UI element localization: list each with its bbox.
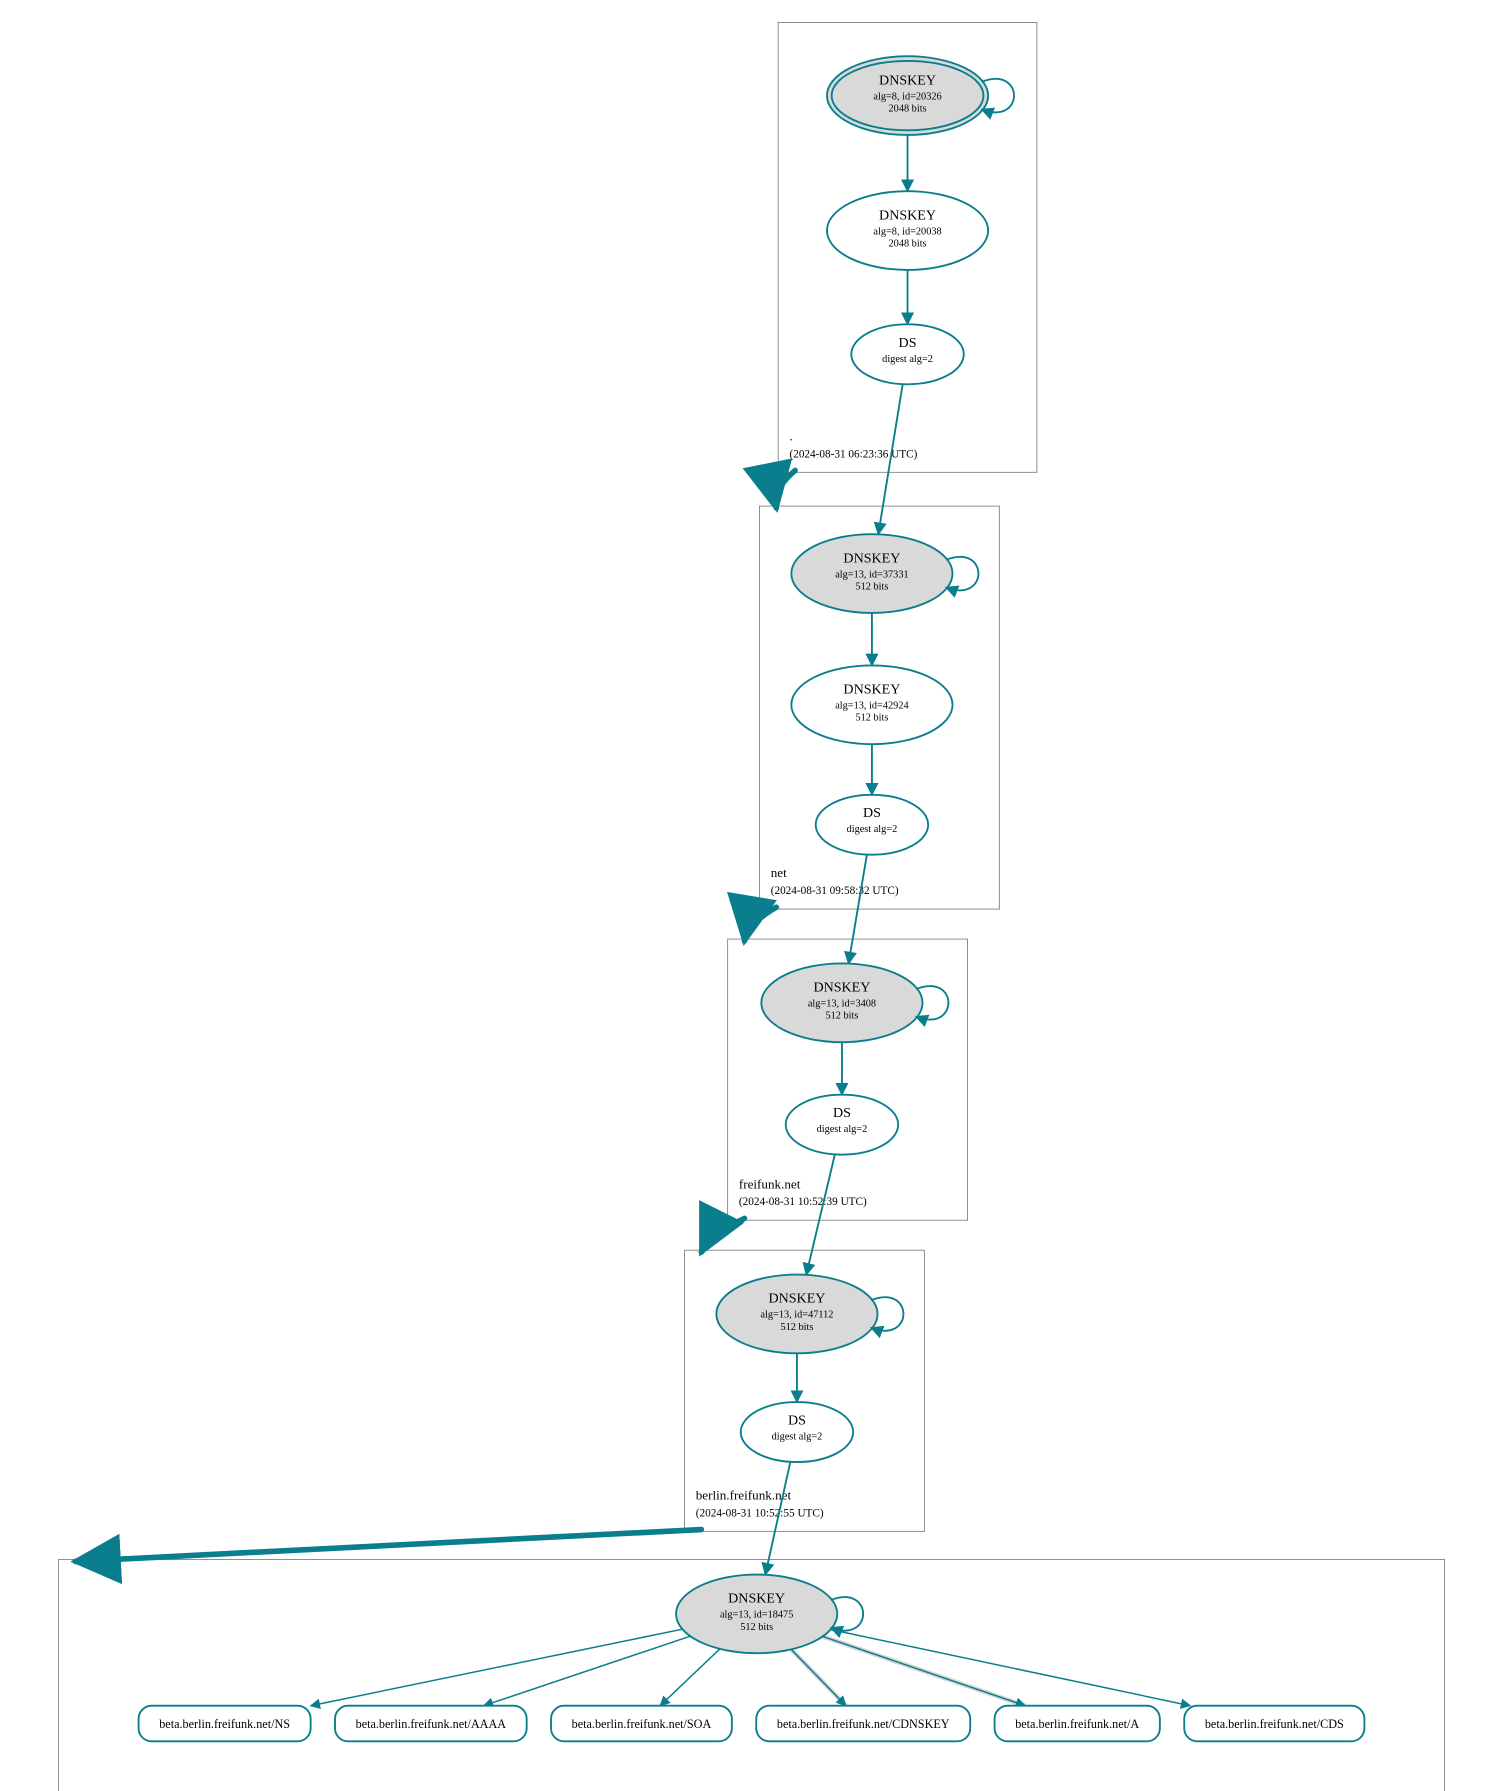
node-root_ksk-title: DNSKEY: [879, 72, 936, 88]
rrset-3-label: beta.berlin.freifunk.net/CDNSKEY: [777, 1717, 950, 1731]
node-root_ksk-line-1: 2048 bits: [889, 104, 927, 115]
rrset-2: beta.berlin.freifunk.net/SOA: [551, 1706, 732, 1742]
node-net_ksk-title: DNSKEY: [843, 550, 900, 566]
node-ff_ksk: DNSKEY alg=13, id=3408512 bits: [761, 963, 948, 1042]
node-net_zsk: DNSKEY alg=13, id=42924512 bits: [791, 665, 952, 744]
rrset-1: beta.berlin.freifunk.net/AAAA: [335, 1706, 527, 1742]
zones-layer: . (2024-08-31 06:23:36 UTC) net (2024-08-31…: [58, 22, 1444, 1791]
node-ff_ds-line-0: digest alg=2: [817, 1124, 868, 1135]
edge-beta-rrset-5: [831, 1630, 1191, 1706]
rrset-2-label: beta.berlin.freifunk.net/SOA: [572, 1717, 712, 1731]
zone-link-net-freifunk: [744, 907, 776, 941]
zone-timestamp-net: (2024-08-31 09:58:32 UTC): [771, 885, 899, 897]
node-root_zsk-line-0: alg=8, id=20038: [873, 226, 941, 237]
edge-beta-rrset-1: [484, 1636, 691, 1706]
node-bl_ds-title: DS: [788, 1413, 806, 1429]
node-ff_ds: DS digest alg=2: [786, 1095, 898, 1155]
zone-link-berlin-beta: [75, 1530, 701, 1562]
node-net_zsk-line-1: 512 bits: [855, 713, 888, 724]
rrset-3: beta.berlin.freifunk.net/CDNSKEY: [756, 1706, 970, 1742]
edges-layer: [75, 135, 1190, 1706]
zone-label-berlin: berlin.freifunk.net: [696, 1488, 792, 1503]
zone-label-net: net: [771, 865, 787, 880]
zone-label-root: .: [789, 428, 792, 443]
zone-timestamp-root: (2024-08-31 06:23:36 UTC): [789, 448, 917, 460]
node-bl_ksk: DNSKEY alg=13, id=47112512 bits: [716, 1275, 903, 1354]
node-net_ds: DS digest alg=2: [816, 795, 928, 855]
node-net_ds-line-0: digest alg=2: [847, 824, 898, 835]
zone-timestamp-freifunk: (2024-08-31 10:52:39 UTC): [739, 1196, 867, 1208]
node-beta_ksk-title: DNSKEY: [728, 1591, 785, 1607]
rrset-1-label: beta.berlin.freifunk.net/AAAA: [356, 1717, 507, 1731]
node-bl_ksk-line-0: alg=13, id=47112: [760, 1310, 833, 1321]
dnssec-graph: . (2024-08-31 06:23:36 UTC) net (2024-08-31…: [0, 0, 1503, 1791]
node-root_ds-line-0: digest alg=2: [882, 354, 933, 365]
zone-label-freifunk: freifunk.net: [739, 1176, 801, 1191]
node-net_ds-title: DS: [863, 805, 881, 821]
node-bl_ksk-line-1: 512 bits: [781, 1322, 814, 1333]
node-bl_ds-line-0: digest alg=2: [772, 1432, 823, 1443]
node-root_ksk: DNSKEY alg=8, id=20326 2048 bits: [827, 56, 1014, 135]
node-root_zsk: DNSKEY alg=8, id=200382048 bits: [827, 191, 988, 270]
node-net_zsk-line-0: alg=13, id=42924: [835, 701, 908, 712]
rrset-5: beta.berlin.freifunk.net/CDS: [1184, 1706, 1364, 1742]
node-bl_ksk-title: DNSKEY: [768, 1291, 825, 1307]
node-bl_ds: DS digest alg=2: [741, 1402, 853, 1462]
node-root_ksk-line-0: alg=8, id=20326: [873, 91, 941, 102]
rrset-0-label: beta.berlin.freifunk.net/NS: [159, 1717, 290, 1731]
rrset-4: beta.berlin.freifunk.net/A: [995, 1706, 1160, 1742]
node-ff_ksk-title: DNSKEY: [813, 980, 870, 996]
edge-ff_ds-bl_ksk: [806, 1154, 835, 1274]
node-ff_ksk-line-1: 512 bits: [825, 1011, 858, 1022]
edge-beta-rrset-0: [311, 1629, 683, 1706]
node-root_zsk-title: DNSKEY: [879, 207, 936, 223]
zone-link-root-net: [776, 470, 795, 507]
zone-link-freifunk-berlin: [701, 1218, 744, 1252]
node-root_ds: DS digest alg=2: [851, 324, 963, 384]
node-beta_ksk-line-0: alg=13, id=18475: [720, 1610, 793, 1621]
node-beta_ksk-line-1: 512 bits: [740, 1622, 773, 1633]
node-net_ksk-line-0: alg=13, id=37331: [835, 569, 908, 580]
node-net_zsk-title: DNSKEY: [843, 682, 900, 698]
node-ff_ksk-line-0: alg=13, id=3408: [808, 999, 876, 1010]
node-root_zsk-line-1: 2048 bits: [889, 238, 927, 249]
node-root_ds-title: DS: [899, 335, 917, 351]
rrset-5-label: beta.berlin.freifunk.net/CDS: [1205, 1717, 1344, 1731]
node-net_ksk: DNSKEY alg=13, id=37331 512 bits: [791, 534, 978, 613]
edge-beta-rrset-3: [791, 1649, 846, 1705]
edge-beta-rrset-4: [823, 1636, 1025, 1705]
node-net_ksk-line-1: 512 bits: [855, 582, 888, 593]
zone-timestamp-berlin: (2024-08-31 10:52:55 UTC): [696, 1507, 824, 1519]
node-ff_ds-title: DS: [833, 1105, 851, 1121]
rrset-4-label: beta.berlin.freifunk.net/A: [1015, 1717, 1139, 1731]
edge-beta-rrset-2: [660, 1649, 720, 1706]
rrset-0: beta.berlin.freifunk.net/NS: [139, 1706, 311, 1742]
